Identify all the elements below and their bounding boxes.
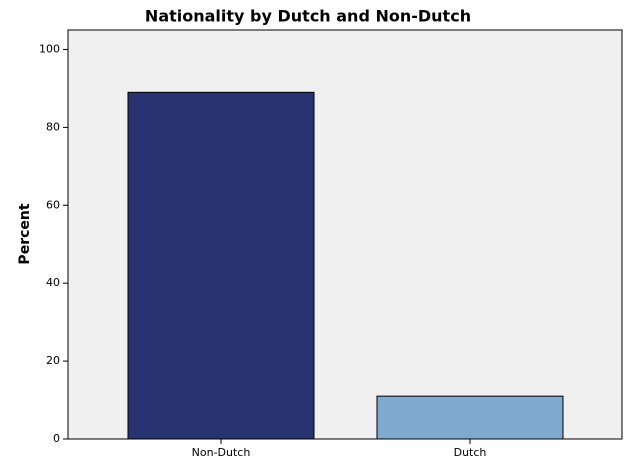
y-axis-label: Percent [17,203,33,264]
chart-title: Nationality by Dutch and Non-Dutch [145,7,471,26]
x-tick-label: Non-Dutch [192,446,251,459]
y-tick-label: 0 [53,432,60,445]
bar [127,91,315,440]
y-tick-label: 60 [46,198,60,211]
y-tick-label: 80 [46,120,60,133]
bar [376,395,564,440]
y-tick-label: 40 [46,276,60,289]
x-tick-label: Dutch [454,446,487,459]
y-tick-label: 20 [46,354,60,367]
y-tick-label: 100 [39,42,60,55]
